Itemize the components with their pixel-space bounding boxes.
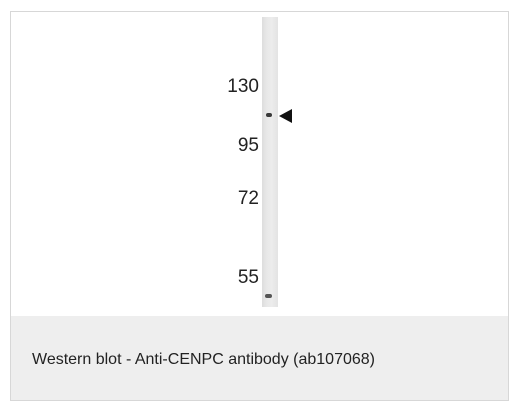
marker-label-130: 130 bbox=[227, 76, 259, 97]
protein-band bbox=[266, 113, 272, 117]
marker-label-55: 55 bbox=[237, 267, 259, 288]
western-blot-image: 130 95 72 55 bbox=[11, 12, 508, 315]
figure-caption: Western blot - Anti-CENPC antibody (ab10… bbox=[32, 351, 375, 368]
figure-card: 130 95 72 55 Western blot - Anti-CENPC a… bbox=[10, 11, 509, 401]
marker-label-72: 72 bbox=[237, 188, 259, 209]
band-arrow-icon bbox=[279, 109, 292, 123]
blot-lane bbox=[262, 17, 278, 307]
protein-band-low bbox=[265, 294, 272, 298]
marker-label-95: 95 bbox=[237, 135, 259, 156]
caption-area: Western blot - Anti-CENPC antibody (ab10… bbox=[11, 316, 508, 400]
